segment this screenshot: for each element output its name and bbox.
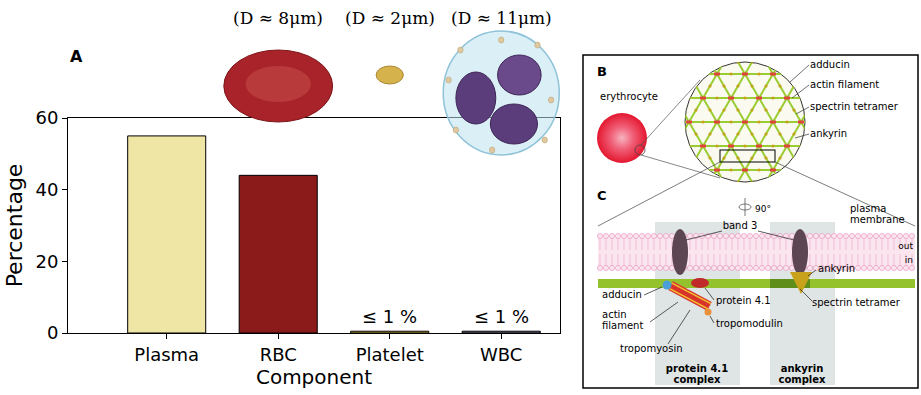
svg-text:complex: complex [673, 374, 721, 385]
svg-text:filament: filament [602, 320, 643, 331]
svg-text:tropomyosin: tropomyosin [620, 343, 683, 354]
svg-text:protein 4.1: protein 4.1 [666, 363, 728, 374]
svg-text:actin filament: actin filament [810, 79, 879, 90]
svg-text:spectrin tetramer: spectrin tetramer [810, 101, 899, 112]
svg-text:20: 20 [35, 251, 58, 272]
svg-text:Component: Component [256, 365, 372, 389]
svg-text:40: 40 [35, 179, 58, 200]
svg-text:0: 0 [47, 322, 58, 343]
svg-text:spectrin tetramer: spectrin tetramer [812, 297, 901, 308]
svg-text:ankyrin: ankyrin [781, 363, 824, 374]
svg-text:adducin: adducin [602, 289, 642, 300]
svg-text:Percentage: Percentage [2, 164, 27, 288]
svg-text:in: in [905, 255, 913, 265]
svg-text:membrane: membrane [850, 214, 905, 225]
svg-text:C: C [597, 188, 607, 203]
svg-text:out: out [898, 241, 913, 251]
svg-text:Plasma: Plasma [134, 344, 199, 365]
svg-text:≤ 1 %: ≤ 1 % [362, 306, 417, 327]
svg-text:(D ≈ 11μm): (D ≈ 11μm) [451, 8, 552, 28]
svg-text:A: A [70, 47, 83, 66]
svg-text:protein 4.1: protein 4.1 [716, 295, 771, 306]
svg-text:B: B [597, 64, 607, 79]
svg-text:erythrocyte: erythrocyte [600, 91, 658, 102]
svg-text:ankyrin: ankyrin [818, 263, 855, 274]
svg-text:ankyrin: ankyrin [810, 128, 847, 139]
svg-text:plasma: plasma [850, 203, 886, 214]
svg-text:90°: 90° [755, 204, 771, 214]
svg-text:actin: actin [602, 309, 627, 320]
svg-text:RBC: RBC [260, 344, 297, 365]
svg-text:tropomodulin: tropomodulin [716, 318, 783, 329]
svg-text:60: 60 [35, 107, 58, 128]
svg-text:adducin: adducin [810, 59, 850, 70]
svg-text:(D ≈ 2μm): (D ≈ 2μm) [345, 8, 435, 28]
svg-text:(D ≈ 8μm): (D ≈ 8μm) [233, 8, 323, 28]
svg-text:Platelet: Platelet [356, 344, 424, 365]
svg-text:band 3: band 3 [723, 220, 758, 231]
svg-text:complex: complex [778, 374, 826, 385]
svg-text:WBC: WBC [480, 344, 522, 365]
svg-text:≤ 1 %: ≤ 1 % [474, 306, 529, 327]
